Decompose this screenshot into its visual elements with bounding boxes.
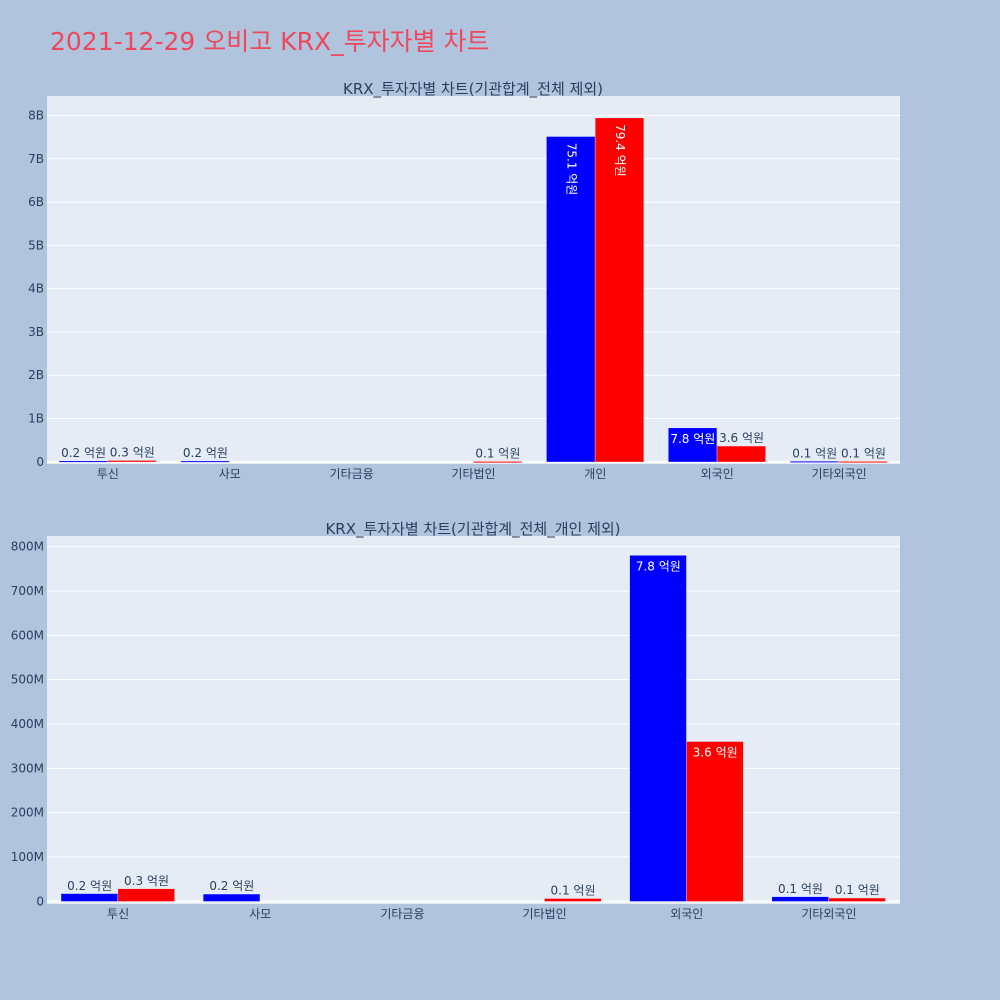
- chart-2-y-tick-label: 0: [36, 894, 44, 908]
- chart-1-bar: [181, 461, 230, 463]
- chart-2-bar: [61, 893, 118, 902]
- chart-2-data-label: 0.2 억원: [209, 879, 254, 893]
- chart-panel-2: 0 100M 200M 300M 400M 500M 600M 700M 800M KRX_투자자…: [0, 510, 1000, 930]
- chart-1-bar: [790, 461, 839, 463]
- chart-1-title: KRX_투자자별 차트(기관합계_전체 제외): [343, 80, 603, 99]
- chart-1-x-tick-label: 개인: [584, 467, 606, 481]
- chart-1-bar: [59, 461, 108, 463]
- chart-2-x-tick-label: 투신: [107, 907, 129, 921]
- chart-1-data-label: 75.1 억원: [564, 143, 578, 196]
- chart-2-y-tick-label: 400M: [11, 717, 44, 731]
- chart-2-y-tick-label: 800M: [11, 540, 44, 554]
- chart-2-y-tick-label: 500M: [11, 673, 44, 687]
- chart-1-data-label: 0.3 억원: [110, 446, 155, 460]
- chart-1-y-tick-label: 8B: [28, 108, 44, 122]
- chart-1-y-tick-label: 1B: [28, 412, 44, 426]
- chart-1-x-tick-label: 투신: [97, 467, 119, 481]
- chart-1-data-label: 0.1 억원: [475, 447, 520, 461]
- chart-2-y-tick-label: 700M: [11, 584, 44, 598]
- chart-1-x-tick-label: 기타법인: [451, 467, 495, 481]
- chart-2-title: KRX_투자자별 차트(기관합계_전체_개인 제외): [325, 520, 620, 539]
- chart-1-bar: [546, 136, 595, 462]
- chart-2-svg: 0 100M 200M 300M 400M 500M 600M 700M 800M KRX_투자자…: [11, 520, 900, 921]
- chart-2-bar: [544, 898, 601, 902]
- chart-1-bar: [839, 461, 888, 463]
- chart-1-y-tick-label: 7B: [28, 152, 44, 166]
- chart-2-x-tick-label: 사모: [249, 907, 271, 921]
- chart-2-x-tick-label: 기타금융: [380, 907, 424, 921]
- chart-1-x-tick-label: 외국인: [701, 467, 734, 481]
- chart-1-bar: [107, 460, 157, 462]
- chart-1-x-tick-label: 기타외국인: [811, 467, 866, 481]
- chart-1-data-label: 3.6 억원: [719, 431, 764, 445]
- chart-1-bar: [473, 461, 522, 463]
- chart-1-y-tick-label: 3B: [28, 325, 44, 339]
- chart-2-bar: [686, 741, 744, 902]
- chart-1-data-label: 0.1 억원: [841, 447, 886, 461]
- chart-1-bar: [717, 446, 766, 462]
- chart-2-y-tick-label: 300M: [11, 761, 44, 775]
- page-title: 2021-12-29 오비고 KRX_투자자별 차트: [50, 27, 490, 56]
- chart-1-svg: 0 1B 2B 3B 4B 5B 6B 7B 8B KRX_투자자별 차트(기관합계_전체 제외)…: [28, 80, 900, 481]
- chart-2-bar: [828, 898, 886, 902]
- chart-1-bar: [668, 428, 717, 462]
- chart-2-data-label: 0.1 억원: [551, 884, 596, 898]
- chart-2-y-tick-label: 100M: [11, 850, 44, 864]
- chart-2-y-tick-label: 200M: [11, 806, 44, 820]
- chart-2-bar: [772, 896, 829, 902]
- chart-2-data-label: 7.8 억원: [636, 560, 681, 574]
- chart-1-x-tick-label: 사모: [219, 467, 241, 481]
- chart-2-data-label: 3.6 억원: [693, 746, 738, 760]
- chart-1-data-label: 0.1 억원: [792, 446, 837, 460]
- chart-1-data-label: 0.2 억원: [61, 446, 106, 460]
- chart-2-bar: [629, 555, 687, 902]
- chart-1-y-tick-label: 4B: [28, 282, 44, 296]
- chart-2-bar: [118, 888, 175, 902]
- chart-panel-1: 0 1B 2B 3B 4B 5B 6B 7B 8B KRX_투자자별 차트(기관합계_전체 제외)…: [0, 70, 1000, 490]
- chart-1-plot-area: [47, 96, 900, 464]
- chart-1-y-tick-label: 5B: [28, 238, 44, 252]
- chart-2-x-tick-label: 외국인: [670, 907, 703, 921]
- chart-1-x-tick-label: 기타금융: [330, 467, 374, 481]
- chart-1-data-label: 79.4 억원: [613, 124, 627, 177]
- chart-2-data-label: 0.2 억원: [67, 879, 112, 893]
- chart-2-plot-area: [47, 536, 900, 904]
- chart-2-bar: [203, 894, 260, 902]
- chart-2-data-label: 0.3 억원: [124, 874, 169, 888]
- chart-1-y-tick-label: 0: [36, 455, 44, 469]
- chart-1-data-label: 0.2 억원: [183, 446, 228, 460]
- chart-2-x-tick-label: 기타법인: [522, 907, 566, 921]
- chart-2-data-label: 0.1 억원: [778, 882, 823, 896]
- chart-2-data-label: 0.1 억원: [835, 883, 880, 897]
- chart-2-y-tick-label: 600M: [11, 628, 44, 642]
- chart-2-x-tick-label: 기타외국인: [801, 907, 856, 921]
- chart-1-y-tick-label: 6B: [28, 195, 44, 209]
- chart-1-bar: [595, 118, 644, 462]
- chart-1-y-tick-label: 2B: [28, 368, 44, 382]
- chart-1-data-label: 7.8 억원: [670, 432, 715, 446]
